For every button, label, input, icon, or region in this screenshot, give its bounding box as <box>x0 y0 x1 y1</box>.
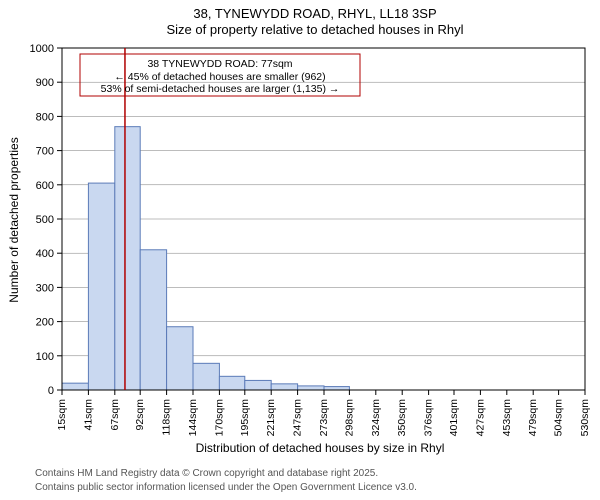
x-tick-label: 92sqm <box>134 399 146 431</box>
histogram-bar <box>115 127 140 390</box>
histogram-bar <box>298 386 324 390</box>
histogram-bar <box>245 380 271 390</box>
x-tick-label: 376sqm <box>423 399 435 437</box>
x-tick-label: 504sqm <box>553 399 565 437</box>
x-tick-label: 324sqm <box>370 399 382 437</box>
y-tick-label: 600 <box>36 180 54 192</box>
histogram-bar <box>193 363 219 390</box>
callout-line-1: 38 TYNEWYDD ROAD: 77sqm <box>147 58 292 70</box>
histogram-bar <box>167 327 193 390</box>
x-tick-label: 195sqm <box>239 399 251 437</box>
y-tick-label: 200 <box>36 317 54 329</box>
histogram-bar <box>140 250 166 390</box>
histogram-bar <box>324 387 349 390</box>
x-tick-label: 298sqm <box>343 399 355 437</box>
x-tick-label: 41sqm <box>82 399 94 431</box>
x-tick-label: 118sqm <box>161 399 173 436</box>
x-tick-label: 15sqm <box>56 399 68 431</box>
x-tick-label: 221sqm <box>265 399 277 437</box>
y-tick-label: 400 <box>36 248 54 260</box>
y-tick-label: 0 <box>48 385 54 397</box>
y-tick-label: 800 <box>36 111 54 123</box>
x-tick-label: 401sqm <box>448 399 460 437</box>
x-axis-label: Distribution of detached houses by size … <box>196 441 445 455</box>
x-tick-label: 427sqm <box>474 399 486 437</box>
x-tick-label: 273sqm <box>318 399 330 437</box>
x-tick-label: 530sqm <box>579 399 591 437</box>
y-tick-label: 100 <box>36 351 54 363</box>
chart-title: 38, TYNEWYDD ROAD, RHYL, LL18 3SP <box>193 6 436 21</box>
y-tick-label: 700 <box>36 146 54 158</box>
chart-subtitle: Size of property relative to detached ho… <box>166 22 463 37</box>
x-tick-label: 350sqm <box>396 399 408 437</box>
attribution-line-1: Contains HM Land Registry data © Crown c… <box>35 468 378 479</box>
y-axis-label: Number of detached properties <box>7 137 21 302</box>
callout-line-3: 53% of semi-detached houses are larger (… <box>101 83 340 95</box>
histogram-chart: 38, TYNEWYDD ROAD, RHYL, LL18 3SP Size o… <box>0 0 600 500</box>
x-tick-label: 247sqm <box>292 399 304 437</box>
attribution-line-2: Contains public sector information licen… <box>35 482 417 493</box>
histogram-bar <box>271 384 297 390</box>
y-tick-label: 1000 <box>30 43 54 55</box>
histogram-bar <box>62 383 88 390</box>
histogram-bar <box>88 183 114 390</box>
y-tick-label: 500 <box>36 214 54 226</box>
histogram-bar <box>219 376 244 390</box>
y-tick-label: 900 <box>36 77 54 89</box>
x-tick-label: 170sqm <box>213 399 225 437</box>
x-tick-label: 67sqm <box>109 399 121 431</box>
callout-line-2: ← 45% of detached houses are smaller (96… <box>114 71 325 83</box>
x-tick-label: 479sqm <box>527 399 539 437</box>
y-tick-label: 300 <box>36 282 54 294</box>
x-tick-label: 453sqm <box>501 399 513 437</box>
x-tick-label: 144sqm <box>187 399 199 437</box>
